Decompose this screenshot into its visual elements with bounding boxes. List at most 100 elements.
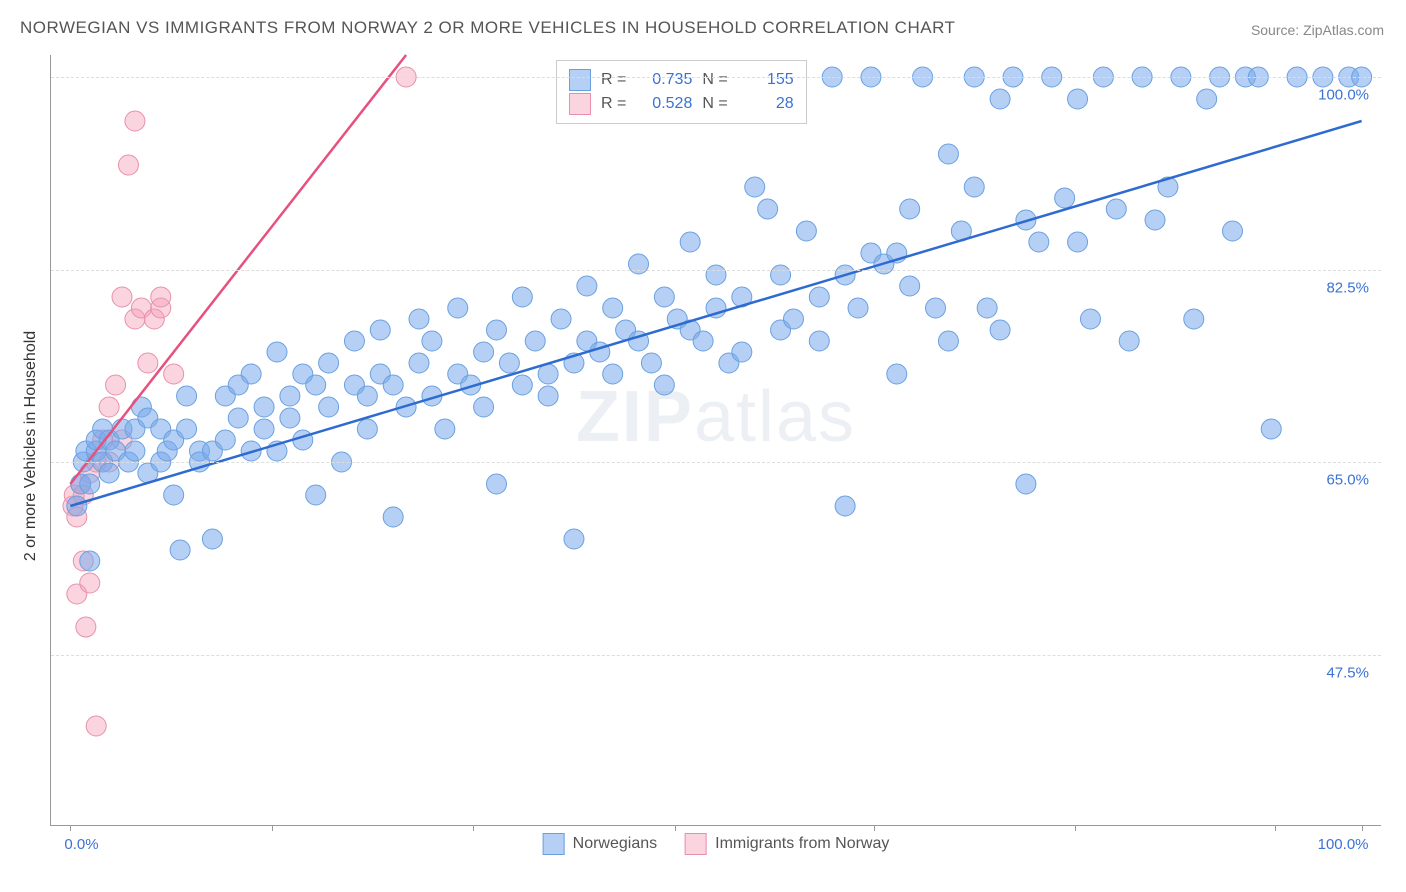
scatter-point [1106,199,1126,219]
scatter-point [512,375,532,395]
scatter-point [422,331,442,351]
scatter-point [654,287,674,307]
scatter-point [603,298,623,318]
scatter-point [538,386,558,406]
y-tick-label: 65.0% [1326,472,1369,489]
scatter-point [344,331,364,351]
scatter-point [112,287,132,307]
scatter-point [551,309,571,329]
scatter-point [177,386,197,406]
x-tick-mark [473,825,474,831]
scatter-point [80,551,100,571]
y-tick-label: 47.5% [1326,664,1369,681]
scatter-point [228,408,248,428]
scatter-point [202,529,222,549]
legend-label-blue: Norwegians [573,835,657,853]
scatter-point [926,298,946,318]
scatter-point [1145,210,1165,230]
scatter-point [758,199,778,219]
scatter-point [319,353,339,373]
x-tick-mark [675,825,676,831]
y-axis-label: 2 or more Vehicles in Household [22,331,40,561]
scatter-point [1223,221,1243,241]
scatter-point [151,287,171,307]
x-tick-label: 100.0% [1318,836,1369,853]
scatter-point [835,496,855,516]
y-tick-label: 100.0% [1318,87,1369,104]
scatter-point [809,287,829,307]
scatter-point [706,265,726,285]
scatter-point [241,364,261,384]
scatter-point [164,364,184,384]
x-tick-mark [272,825,273,831]
scatter-point [474,397,494,417]
x-tick-mark [70,825,71,831]
scatter-point [1119,331,1139,351]
scatter-point [732,342,752,362]
scatter-point [138,353,158,373]
scatter-point [86,716,106,736]
scatter-point [848,298,868,318]
scatter-point [357,419,377,439]
scatter-point [80,474,100,494]
legend-item-blue: Norwegians [543,833,657,855]
scatter-point [1029,232,1049,252]
scatter-point [106,375,126,395]
scatter-point [538,364,558,384]
scatter-point [319,397,339,417]
scatter-point [409,353,429,373]
scatter-point [125,441,145,461]
x-tick-mark [1075,825,1076,831]
scatter-point [938,144,958,164]
scatter-point [409,309,429,329]
scatter-point [654,375,674,395]
scatter-point [267,342,287,362]
scatter-point [118,155,138,175]
scatter-point [796,221,816,241]
scatter-point [99,463,119,483]
scatter-point [1184,309,1204,329]
x-tick-mark [874,825,875,831]
scatter-point [1080,309,1100,329]
scatter-point [474,342,494,362]
scatter-point [938,331,958,351]
scatter-point [215,430,235,450]
scatter-point [680,232,700,252]
legend-label-pink: Immigrants from Norway [715,835,889,853]
scatter-point [99,397,119,417]
scatter-point [564,529,584,549]
scatter-point [900,199,920,219]
gridline [51,655,1381,656]
scatter-point [254,419,274,439]
scatter-point [1261,419,1281,439]
scatter-point [512,287,532,307]
scatter-point [771,265,791,285]
plot-area: ZIPatlas R = 0.735 N = 155 R = 0.528 N =… [50,55,1381,826]
scatter-point [1068,89,1088,109]
scatter-point [383,375,403,395]
scatter-point [254,397,274,417]
scatter-point [900,276,920,296]
legend-item-pink: Immigrants from Norway [685,833,889,855]
scatter-point [67,496,87,516]
series-legend: Norwegians Immigrants from Norway [543,833,890,855]
scatter-point [1197,89,1217,109]
chart-title: NORWEGIAN VS IMMIGRANTS FROM NORWAY 2 OR… [20,18,955,38]
scatter-point [448,298,468,318]
scatter-point [280,386,300,406]
scatter-point [357,386,377,406]
scatter-point [306,375,326,395]
trend-line [70,121,1361,506]
scatter-point [435,419,455,439]
scatter-point [745,177,765,197]
scatter-point [809,331,829,351]
scatter-point [577,276,597,296]
gridline [51,462,1381,463]
y-tick-label: 82.5% [1326,279,1369,296]
scatter-point [370,320,390,340]
x-tick-mark [1275,825,1276,831]
scatter-point [164,485,184,505]
scatter-point [1068,232,1088,252]
gridline [51,270,1381,271]
scatter-point [486,474,506,494]
